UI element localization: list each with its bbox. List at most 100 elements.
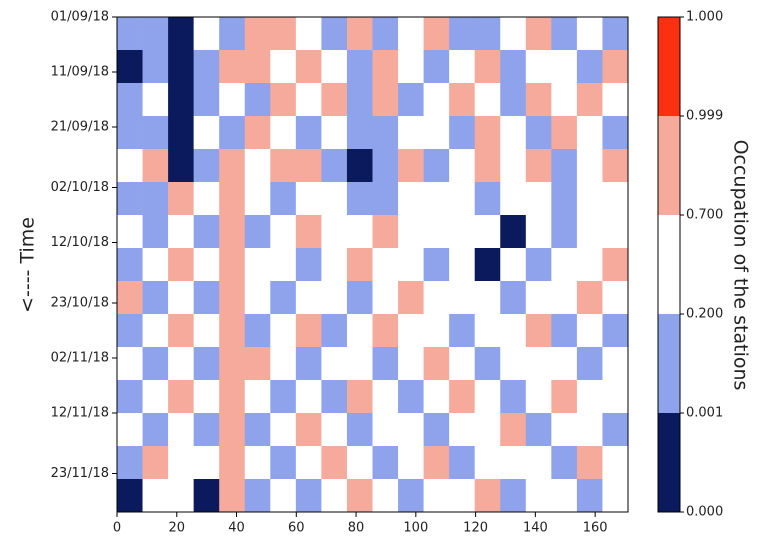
heatmap-cell	[602, 380, 629, 414]
heatmap-cell	[500, 116, 527, 150]
heatmap-cell	[576, 380, 603, 414]
heatmap-cell	[551, 380, 578, 414]
heatmap-cell	[449, 446, 475, 480]
heatmap-cell	[474, 83, 501, 117]
heatmap-cell	[576, 17, 603, 51]
heatmap-cell	[398, 50, 424, 84]
heatmap-cell	[117, 215, 143, 249]
heatmap-cell	[295, 446, 322, 480]
heatmap-cell	[449, 248, 475, 282]
heatmap-cell	[117, 17, 143, 51]
heatmap-cell	[295, 83, 322, 117]
x-tick-label: 160	[583, 521, 608, 536]
heatmap-cell	[551, 50, 578, 84]
heatmap-cell	[117, 314, 143, 348]
heatmap-cell	[372, 413, 399, 447]
heatmap-cell	[449, 215, 475, 249]
heatmap-cell	[449, 149, 475, 183]
heatmap-cell	[270, 50, 297, 84]
y-tick-label: 01/09/18	[51, 10, 109, 25]
heatmap-cell	[168, 380, 194, 414]
colorbar-block	[658, 314, 680, 413]
heatmap-cell	[219, 83, 246, 117]
heatmap-cell	[398, 215, 424, 249]
heatmap-cell	[423, 248, 450, 282]
heatmap-cell	[270, 281, 297, 315]
heatmap-cell	[474, 149, 501, 183]
heatmap-cell	[525, 347, 552, 381]
heatmap-cell	[372, 281, 399, 315]
heatmap-cell	[525, 413, 552, 447]
heatmap-cell	[295, 149, 322, 183]
heatmap-cell	[244, 50, 271, 84]
heatmap-cell	[168, 347, 194, 381]
x-tick-label: 80	[348, 521, 365, 536]
heatmap-cell	[474, 413, 501, 447]
heatmap-cell	[423, 116, 450, 150]
heatmap-cell	[117, 83, 143, 117]
heatmap-cell	[219, 149, 246, 183]
heatmap-cell	[551, 347, 578, 381]
heatmap-cell	[219, 182, 246, 216]
heatmap-cell	[295, 116, 322, 150]
heatmap-cell	[270, 248, 297, 282]
heatmap-cell	[321, 413, 348, 447]
heatmap-cell	[193, 83, 220, 117]
heatmap-cell	[602, 17, 629, 51]
heatmap-cell	[321, 248, 348, 282]
heatmap-cell	[423, 17, 450, 51]
heatmap-cell	[423, 413, 450, 447]
heatmap-cell	[346, 347, 373, 381]
heatmap-cell	[346, 446, 373, 480]
heatmap-cell	[500, 17, 527, 51]
colorbar-block	[658, 413, 680, 512]
heatmap-cell	[423, 380, 450, 414]
colorbar-tick-label: 0.200	[686, 307, 723, 322]
heatmap-cell	[602, 347, 629, 381]
y-tick-label: 11/09/18	[51, 65, 109, 80]
heatmap-cell	[449, 347, 475, 381]
heatmap-cell	[423, 446, 450, 480]
heatmap-cell	[576, 479, 603, 513]
heatmap-cell	[474, 446, 501, 480]
heatmap-cell	[525, 479, 552, 513]
heatmap-cell	[551, 17, 578, 51]
heatmap-cell	[576, 446, 603, 480]
heatmap-cell	[525, 116, 552, 150]
heatmap-cell	[142, 149, 169, 183]
heatmap-cell	[398, 83, 424, 117]
heatmap-cell	[168, 413, 194, 447]
heatmap-cell	[321, 17, 348, 51]
heatmap-cell	[474, 116, 501, 150]
colorbar-label: Occupation of the stations	[730, 140, 752, 391]
heatmap-cell	[474, 479, 501, 513]
colorbar-tick-label: 0.700	[686, 208, 723, 223]
heatmap-cell	[551, 149, 578, 183]
heatmap-cell	[372, 116, 399, 150]
heatmap-cell	[219, 215, 246, 249]
heatmap-cell	[168, 479, 194, 513]
heatmap-cell	[244, 281, 271, 315]
heatmap-cell	[117, 182, 143, 216]
x-tick-label: 60	[288, 521, 305, 536]
heatmap-cell	[500, 281, 527, 315]
heatmap-cell	[142, 116, 169, 150]
heatmap-cell	[398, 281, 424, 315]
heatmap-cell	[500, 446, 527, 480]
heatmap-cell	[372, 380, 399, 414]
heatmap-cell	[423, 50, 450, 84]
heatmap-cell	[321, 347, 348, 381]
heatmap-cell	[168, 149, 194, 183]
heatmap-cell	[551, 413, 578, 447]
x-tick-label: 100	[403, 521, 428, 536]
heatmap-cell	[219, 248, 246, 282]
heatmap-cell	[602, 479, 629, 513]
heatmap-cell	[398, 314, 424, 348]
heatmap-cell	[168, 116, 194, 150]
heatmap-cell	[346, 281, 373, 315]
heatmap-cell	[525, 446, 552, 480]
heatmap-cell	[346, 17, 373, 51]
heatmap-cell	[474, 50, 501, 84]
heatmap-cell	[270, 446, 297, 480]
y-tick-label: 12/11/18	[51, 406, 109, 421]
